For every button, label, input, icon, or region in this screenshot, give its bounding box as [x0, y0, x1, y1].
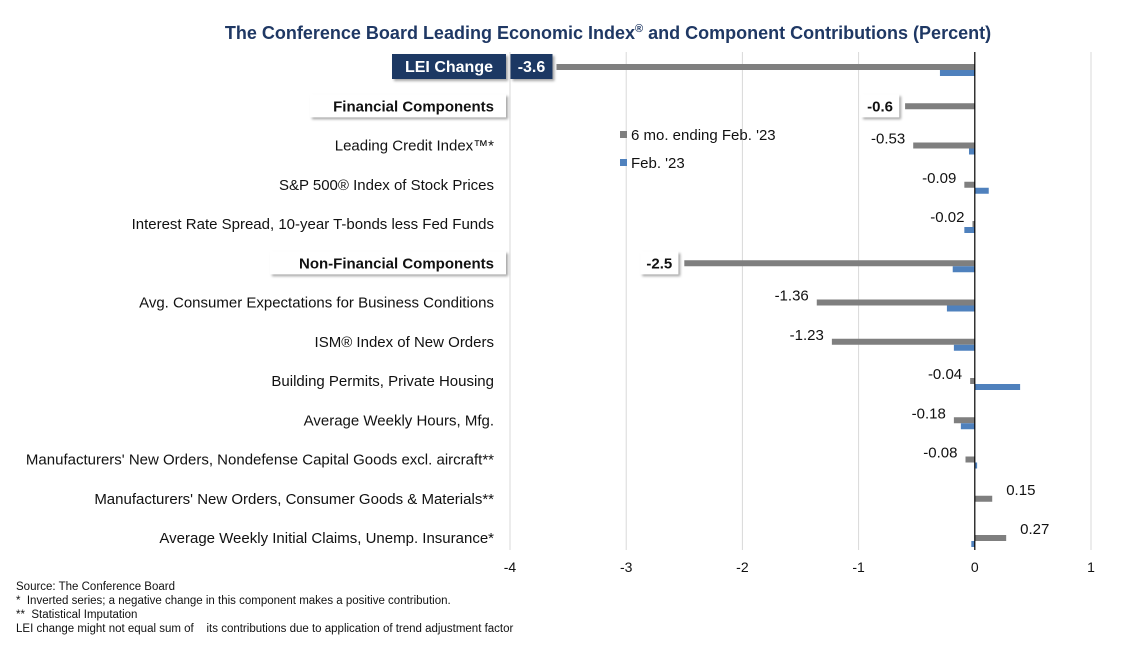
- value-label: -1.36: [775, 288, 809, 305]
- x-tick-label: -2: [736, 559, 749, 575]
- value-label: -0.04: [928, 366, 962, 383]
- section-value: -2.5: [646, 255, 672, 272]
- footnote-trend: LEI change might not equal sum of its co…: [16, 623, 514, 635]
- x-tick-label: -1: [852, 559, 865, 575]
- bar-monthly: [974, 384, 1021, 390]
- category-label: ISM® Index of New Orders: [315, 334, 494, 351]
- section-label-box: [270, 251, 506, 275]
- category-label: Manufacturers' New Orders, Nondefense Ca…: [26, 452, 494, 469]
- x-tick-label: 0: [971, 559, 979, 575]
- bars: [556, 64, 1021, 547]
- value-label: -0.02: [930, 209, 964, 226]
- footnote-source: Source: The Conference Board: [16, 581, 175, 593]
- bar-monthly: [974, 187, 989, 194]
- value-label: 0.27: [1020, 521, 1049, 538]
- x-tick-label: -4: [504, 559, 517, 575]
- legend: 6 mo. ending Feb. '23 Feb. '23: [620, 127, 776, 172]
- chart-title: The Conference Board Leading Economic In…: [225, 23, 991, 43]
- section-value: -0.6: [867, 98, 893, 115]
- x-tick-label: 1: [1087, 559, 1095, 575]
- bar-monthly: [960, 423, 975, 430]
- bar-six-month: [974, 495, 993, 502]
- value-label: -0.08: [923, 445, 957, 462]
- lei-label: LEI Change: [405, 59, 493, 76]
- bar-six-month: [831, 338, 975, 345]
- value-label: -1.23: [790, 327, 824, 344]
- category-labels: LEI Change Financial Components Leading Cr…: [26, 54, 506, 547]
- legend-swatch-monthly: [620, 159, 627, 166]
- bar-six-month: [816, 299, 975, 306]
- bar-six-month: [970, 378, 975, 384]
- value-label: 0.15: [1006, 482, 1035, 499]
- bar-six-month: [953, 417, 975, 424]
- bar-six-month: [974, 535, 1007, 541]
- x-tick-label: -3: [620, 559, 633, 575]
- section-label-box: [310, 94, 506, 118]
- bar-six-month: [972, 221, 975, 227]
- value-label: -0.53: [871, 131, 905, 148]
- category-label: Leading Credit Index™*: [335, 138, 494, 155]
- lei-label-box: [392, 54, 506, 79]
- value-label: -0.09: [922, 170, 956, 187]
- bar-monthly: [946, 305, 975, 312]
- footnote-inverted: * Inverted series; a negative change in …: [16, 595, 451, 607]
- bar-monthly: [952, 266, 975, 273]
- legend-label-monthly: Feb. '23: [631, 155, 685, 172]
- value-labels: -3.6 -0.6 -0.53 -0.09 -0.02 -2.5 -1.36 -1.23 -0.…: [510, 54, 1049, 538]
- category-label: S&P 500® Index of Stock Prices: [279, 177, 494, 194]
- footnote-imputation: ** Statistical Imputation: [16, 609, 138, 621]
- legend-label-six-month: 6 mo. ending Feb. '23: [631, 127, 776, 144]
- bar-six-month: [964, 181, 975, 188]
- bar-six-month: [684, 260, 975, 267]
- category-label: Average Weekly Initial Claims, Unemp. In…: [159, 530, 494, 547]
- section-value-box: [861, 94, 900, 118]
- bar-six-month: [905, 103, 975, 110]
- bar-monthly: [953, 344, 975, 351]
- category-label: Average Weekly Hours, Mfg.: [304, 412, 494, 429]
- bar-monthly: [939, 70, 975, 76]
- category-label: Interest Rate Spread, 10-year T-bonds le…: [132, 216, 494, 233]
- section-value-box: [640, 251, 679, 275]
- bar-monthly: [968, 148, 975, 155]
- bar-monthly: [964, 227, 975, 233]
- bar-six-month: [913, 142, 975, 149]
- bar-monthly: [971, 541, 975, 547]
- x-axis: -4 -3 -2 -1 0 1: [504, 52, 1095, 575]
- legend-swatch-six-month: [620, 131, 627, 138]
- lei-value-box: [510, 54, 553, 79]
- bar-monthly: [974, 462, 978, 469]
- lei-value: -3.6: [518, 59, 546, 76]
- section-label: Financial Components: [333, 98, 494, 115]
- category-label: Building Permits, Private Housing: [271, 373, 494, 390]
- category-label: Avg. Consumer Expectations for Business …: [139, 295, 494, 312]
- footnotes: Source: The Conference Board * Inverted …: [16, 580, 513, 636]
- bar-six-month: [965, 456, 975, 463]
- section-label: Non-Financial Components: [299, 255, 494, 272]
- category-label: Manufacturers' New Orders, Consumer Good…: [94, 491, 494, 508]
- bar-six-month: [556, 64, 975, 70]
- value-label: -0.18: [912, 405, 946, 422]
